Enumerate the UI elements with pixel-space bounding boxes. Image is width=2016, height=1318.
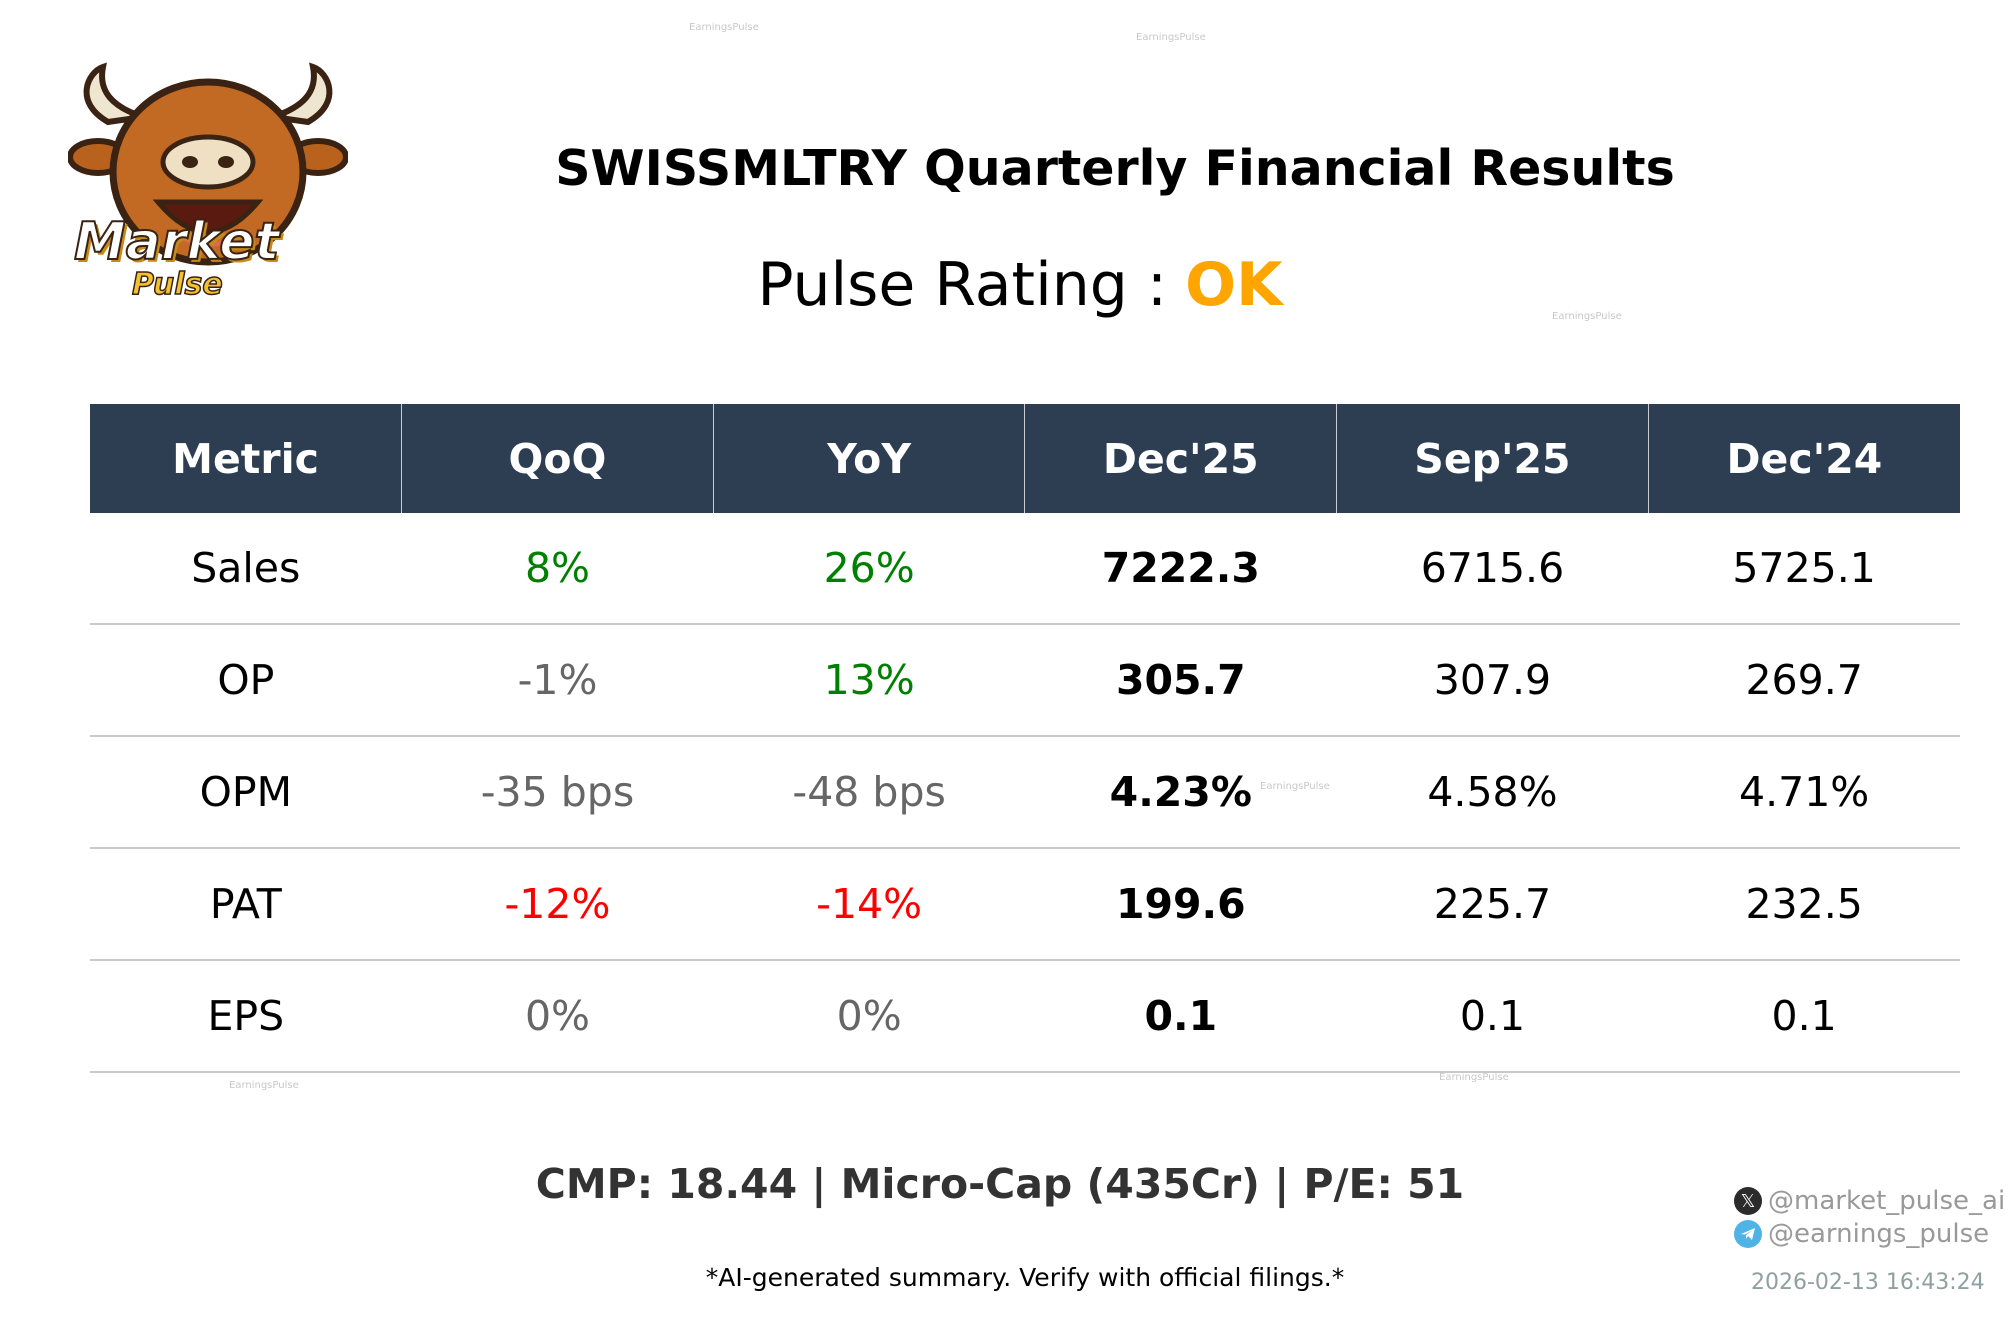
watermark: EarningsPulse (1439, 1072, 1509, 1083)
metric-cell: Sales (90, 513, 402, 625)
dec25-cell: 7222.3 (1024, 513, 1337, 625)
watermark: EarningsPulse (689, 22, 759, 33)
dec24-cell: 232.5 (1648, 848, 1960, 961)
dec24-cell: 269.7 (1648, 624, 1960, 737)
qoq-cell: -12% (401, 848, 714, 961)
page-title: SWISSMLTRY Quarterly Financial Results (555, 140, 1675, 197)
qoq-cell: -1% (401, 624, 714, 737)
watermark: EarningsPulse (1260, 781, 1330, 792)
table-header-row: Metric QoQ YoY Dec'25 Sep'25 Dec'24 (90, 404, 1960, 513)
x-handle-link[interactable]: 𝕏 @market_pulse_ai (1734, 1186, 2005, 1216)
header-dec25: Dec'25 (1024, 404, 1337, 513)
pulse-rating-value: OK (1185, 250, 1283, 320)
qoq-cell: 0% (401, 960, 714, 1073)
timestamp: 2026-02-13 16:43:24 (1751, 1270, 1985, 1295)
dec24-cell: 4.71% (1648, 736, 1960, 849)
pulse-rating: Pulse Rating : OK (0, 250, 2016, 320)
header-sep25: Sep'25 (1336, 404, 1649, 513)
metric-cell: EPS (90, 960, 402, 1073)
sep25-cell: 4.58% (1336, 736, 1649, 849)
metric-cell: OP (90, 624, 402, 737)
table-row: OPM -35 bps -48 bps 4.23% 4.58% 4.71% (90, 736, 1960, 849)
logo-text-market: Market (73, 211, 280, 273)
header-metric: Metric (90, 404, 402, 513)
dec25-cell: 4.23% (1024, 736, 1337, 849)
metric-cell: PAT (90, 848, 402, 961)
qoq-cell: 8% (401, 513, 714, 625)
header-yoy: YoY (712, 404, 1025, 513)
sep25-cell: 6715.6 (1336, 513, 1649, 625)
telegram-handle: @earnings_pulse (1768, 1219, 1990, 1249)
dec25-cell: 199.6 (1024, 848, 1337, 961)
telegram-icon (1734, 1220, 1762, 1248)
table-row: Sales 8% 26% 7222.3 6715.6 5725.1 (90, 513, 1960, 625)
dec24-cell: 5725.1 (1648, 513, 1960, 625)
disclaimer: *AI-generated summary. Verify with offic… (705, 1263, 1345, 1292)
metric-cell: OPM (90, 736, 402, 849)
header-dec24: Dec'24 (1647, 404, 1960, 513)
header-qoq: QoQ (401, 404, 714, 513)
dec25-cell: 0.1 (1024, 960, 1337, 1073)
dec24-cell: 0.1 (1648, 960, 1960, 1073)
watermark: EarningsPulse (229, 1080, 299, 1091)
sep25-cell: 307.9 (1336, 624, 1649, 737)
sep25-cell: 225.7 (1336, 848, 1649, 961)
telegram-handle-link[interactable]: @earnings_pulse (1734, 1219, 1989, 1249)
qoq-cell: -35 bps (401, 736, 714, 849)
watermark: EarningsPulse (1136, 32, 1206, 43)
table-row: EPS 0% 0% 0.1 0.1 0.1 (90, 960, 1960, 1073)
yoy-cell: 13% (713, 624, 1025, 737)
x-logo-icon: 𝕏 (1734, 1187, 1762, 1215)
market-pulse-logo: Market Pulse (67, 62, 349, 310)
table-row: PAT -12% -14% 199.6 225.7 232.5 (90, 848, 1960, 961)
watermark: EarningsPulse (1552, 311, 1622, 322)
pulse-rating-label: Pulse Rating : (757, 250, 1168, 320)
table-row: OP -1% 13% 305.7 307.9 269.7 (90, 624, 1960, 737)
financial-results-table: Metric QoQ YoY Dec'25 Sep'25 Dec'24 Sale… (90, 404, 1960, 1073)
yoy-cell: -48 bps (713, 736, 1025, 849)
yoy-cell: -14% (713, 848, 1025, 961)
x-handle: @market_pulse_ai (1768, 1186, 2006, 1216)
yoy-cell: 0% (713, 960, 1025, 1073)
dec25-cell: 305.7 (1024, 624, 1337, 737)
sep25-cell: 0.1 (1336, 960, 1649, 1073)
yoy-cell: 26% (713, 513, 1025, 625)
logo-text-pulse: Pulse (131, 266, 223, 303)
market-summary: CMP: 18.44 | Micro-Cap (435Cr) | P/E: 51 (535, 1160, 1465, 1208)
